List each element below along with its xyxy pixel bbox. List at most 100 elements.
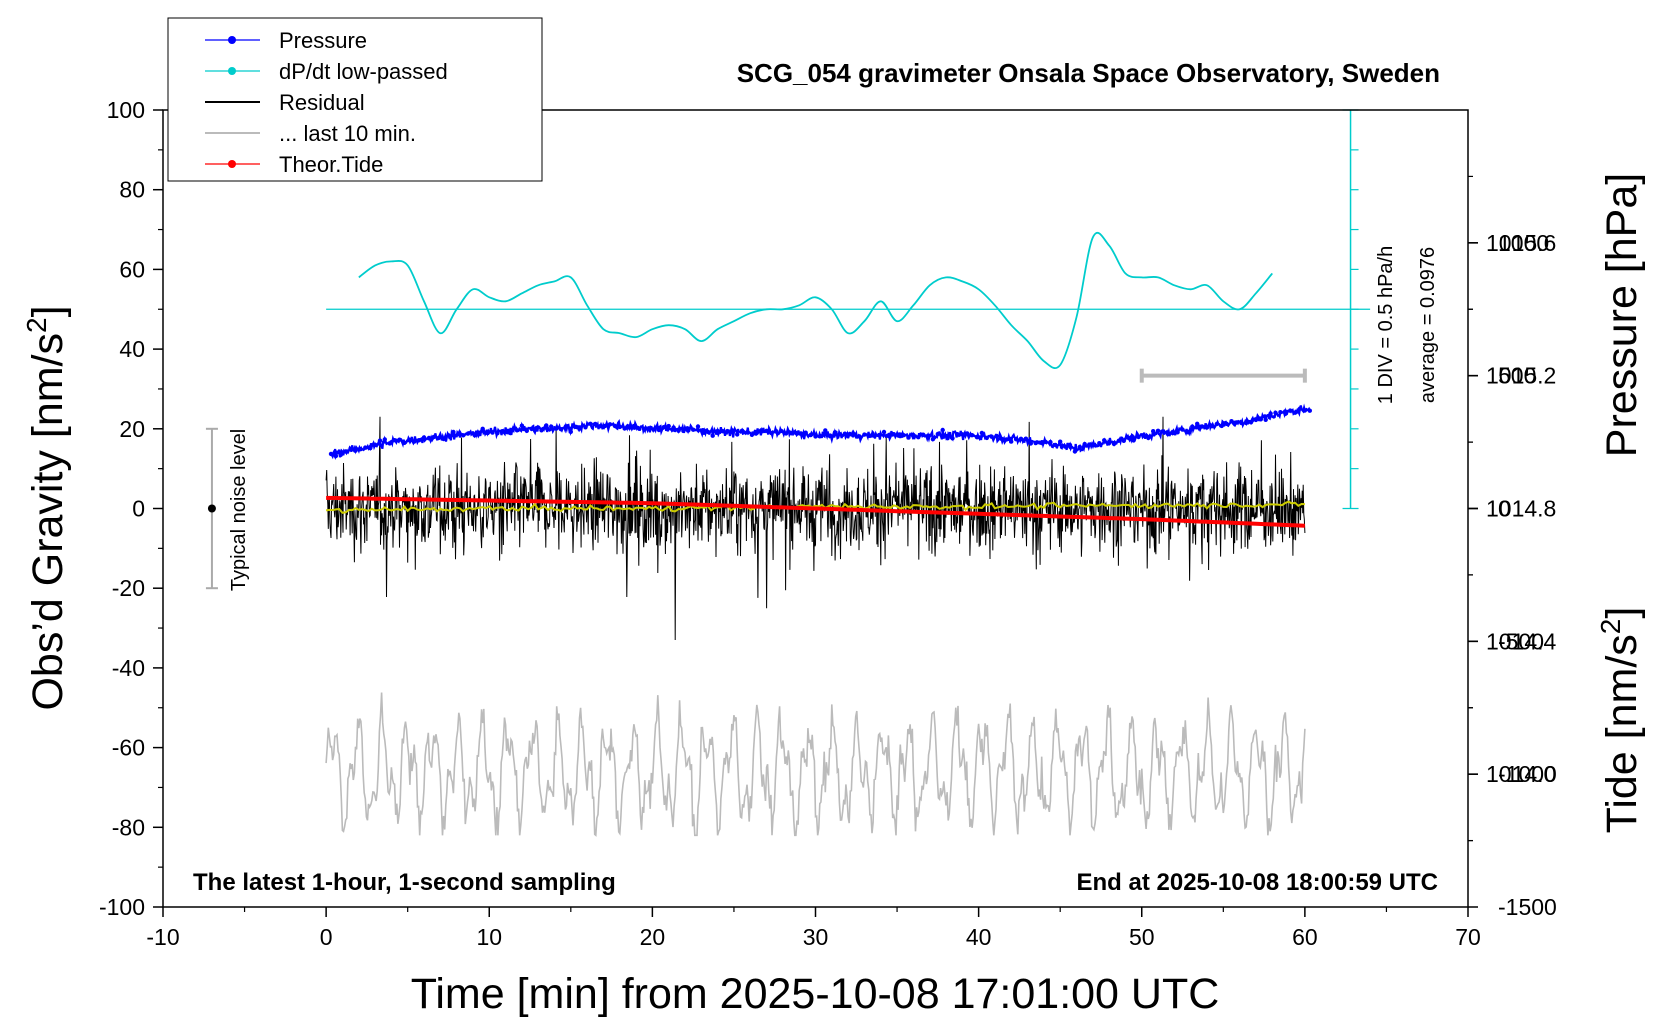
- pressure-point: [823, 428, 828, 433]
- pressure-point: [593, 421, 598, 427]
- average-label: average = 0.0976: [1417, 247, 1439, 403]
- pressure-point: [412, 439, 417, 444]
- pressure-tick-label: 1014.4: [1486, 628, 1557, 654]
- pressure-point: [1292, 410, 1298, 415]
- pressure-point: [984, 435, 989, 441]
- pressure-point: [1268, 411, 1273, 416]
- pressure-point: [935, 431, 940, 437]
- pressure-point: [700, 428, 706, 433]
- y-tick-label: -80: [112, 814, 145, 840]
- pressure-point: [779, 428, 784, 434]
- pressure-point: [906, 435, 911, 440]
- pressure-point: [397, 437, 402, 442]
- pressure-point: [485, 430, 490, 436]
- pressure-point: [715, 428, 720, 434]
- pressure-point: [617, 424, 622, 430]
- y-axis-label: Obs’d Gravity [nm/s2]: [21, 305, 72, 710]
- pressure-point: [343, 449, 348, 454]
- pressure-point: [1004, 437, 1009, 442]
- tide-tick-label: -1500: [1498, 894, 1557, 920]
- pressure-point: [627, 425, 632, 430]
- tide-axis-label-close: ]: [1598, 607, 1646, 619]
- pressure-point: [382, 437, 387, 442]
- pressure-point: [578, 425, 583, 430]
- pressure-point: [1077, 444, 1083, 450]
- pressure-point: [568, 429, 573, 434]
- pressure-point: [1248, 420, 1254, 425]
- y-tick-label: 40: [119, 336, 145, 362]
- pressure-point: [886, 432, 892, 438]
- pressure-point: [671, 425, 676, 430]
- noise-level-center: [207, 504, 216, 513]
- pressure-point: [1141, 433, 1146, 438]
- x-tick-label: 40: [966, 924, 992, 950]
- pressure-point: [1273, 410, 1278, 415]
- pressure-point: [994, 433, 999, 439]
- pressure-point: [764, 428, 769, 433]
- pressure-point: [514, 428, 520, 433]
- y-tick-label: 60: [119, 256, 145, 282]
- pressure-point: [1297, 406, 1303, 411]
- pressure-point: [686, 428, 691, 433]
- pressure-point: [749, 432, 755, 437]
- pressure-point: [1204, 425, 1210, 430]
- y-axis-label-text: Obs’d Gravity [nm/s: [24, 333, 72, 711]
- pressure-point: [1058, 439, 1063, 444]
- pressure-point: [558, 427, 564, 432]
- pressure-point: [725, 428, 730, 434]
- y-tick-label: -40: [112, 655, 145, 681]
- pressure-point: [705, 429, 710, 434]
- pressure-point: [1160, 429, 1166, 434]
- bottom-right-note: End at 2025-10-08 18:00:59 UTC: [1077, 869, 1439, 896]
- x-axis-label: Time [min] from 2025-10-08 17:01:00 UTC: [411, 970, 1220, 1018]
- pressure-tick-label: 1015.6: [1486, 230, 1556, 256]
- pressure-point: [1106, 440, 1112, 446]
- pressure-point: [979, 430, 985, 436]
- pressure-point: [867, 433, 872, 438]
- residual-smoothed-line: [325, 500, 1305, 514]
- pressure-point: [798, 431, 803, 436]
- residual-line: [325, 416, 1306, 641]
- pressure-point: [505, 430, 510, 435]
- pressure-point: [681, 428, 686, 434]
- legend-theoretical-tide-label: Theor.Tide: [279, 152, 383, 177]
- pressure-point: [744, 430, 750, 435]
- pressure-point: [759, 428, 764, 434]
- pressure-point: [803, 430, 808, 435]
- legend-pressure-label: Pressure: [279, 28, 367, 53]
- pressure-point: [363, 445, 368, 450]
- pressure-point: [372, 442, 378, 447]
- pressure-point: [1097, 441, 1102, 446]
- pressure-point: [676, 428, 681, 433]
- pressure-point: [735, 432, 740, 437]
- pressure-point: [451, 429, 456, 435]
- pressure-tick-label: 1014.8: [1486, 496, 1556, 522]
- pressure-point: [1165, 431, 1171, 437]
- pressure-point: [793, 430, 799, 436]
- y-tick-label: -100: [99, 894, 145, 920]
- pressure-point: [1195, 421, 1200, 426]
- legend-pressure-marker: [228, 36, 236, 44]
- pressure-point: [783, 431, 789, 436]
- pressure-point: [416, 438, 422, 443]
- pressure-point: [612, 423, 618, 429]
- pressure-point: [916, 435, 921, 440]
- last-10-min-line: [325, 692, 1306, 837]
- pressure-point: [1244, 420, 1249, 426]
- pressure-point: [974, 435, 980, 440]
- pressure-point: [813, 434, 818, 439]
- pressure-point: [607, 422, 613, 427]
- tide-axis-label: Tide [nm/s2]: [1595, 607, 1646, 834]
- pressure-point: [465, 431, 471, 436]
- pressure-point: [1038, 440, 1043, 445]
- pressure-point: [1092, 443, 1097, 448]
- x-tick-label: 0: [320, 924, 333, 950]
- pressure-point: [769, 430, 774, 436]
- pressure-point: [490, 430, 495, 435]
- pressure-point: [837, 432, 843, 437]
- pressure-point: [1126, 435, 1131, 441]
- pressure-point: [1048, 439, 1053, 445]
- pressure-point: [1219, 423, 1224, 429]
- pressure-point: [1224, 421, 1229, 426]
